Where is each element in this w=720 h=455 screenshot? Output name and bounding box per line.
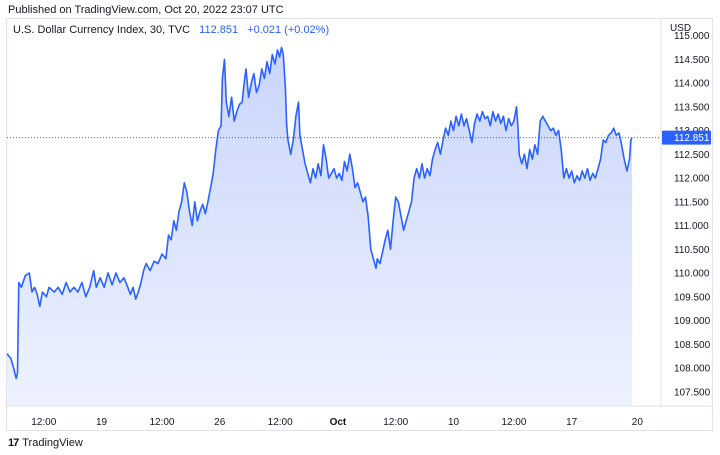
symbol-name: U.S. Dollar Currency Index, 30, TVC [13,24,191,36]
price-area-fill [7,47,633,406]
y-tick-label: 112.500 [674,150,710,161]
y-tick-label: 108.500 [674,340,711,351]
currency-label: USD [670,23,691,34]
y-tick-label: 114.000 [674,79,710,90]
brand-name: TradingView [22,437,83,449]
symbol-legend: U.S. Dollar Currency Index, 30, TVC 112.… [13,24,329,36]
y-tick-label: 110.000 [674,269,710,280]
x-tick-label: 12:00 [501,417,526,428]
y-tick-label: 112.000 [674,174,710,185]
y-tick-label: 107.500 [674,387,711,398]
price-series-line [6,46,633,380]
y-tick-label: 109.500 [674,292,711,303]
published-caption: Published on TradingView.com, Oct 20, 20… [8,4,284,16]
brand-footer[interactable]: 17 TradingView [8,437,83,449]
x-tick-label: 12:00 [383,417,408,428]
x-tick-label: 12:00 [149,417,174,428]
tradingview-logo-icon: 17 [8,437,19,449]
current-price-label: 112.851 [674,133,710,144]
x-tick-label: 17 [566,417,578,428]
y-tick-label: 111.500 [674,197,709,208]
y-tick-label: 109.000 [674,316,711,327]
x-tick-label: Oct [330,417,347,428]
x-tick-label: 12:00 [268,417,293,428]
x-tick-label: 20 [632,417,644,428]
y-tick-label: 114.500 [674,55,710,66]
x-tick-label: 10 [448,417,460,428]
y-tick-label: 111.000 [674,221,709,232]
x-tick-label: 26 [214,417,226,428]
chart-frame [6,18,713,431]
y-tick-label: 115.000 [674,31,710,42]
x-tick-label: 19 [96,417,108,428]
x-tick-label: 12:00 [31,417,56,428]
price-change: +0.021 (+0.02%) [247,24,330,36]
current-price-badge [662,130,711,145]
y-tick-label: 113.500 [674,102,710,113]
y-tick-label: 110.500 [674,245,710,256]
last-price: 112.851 [199,24,239,36]
y-tick-label: 108.000 [674,364,711,375]
